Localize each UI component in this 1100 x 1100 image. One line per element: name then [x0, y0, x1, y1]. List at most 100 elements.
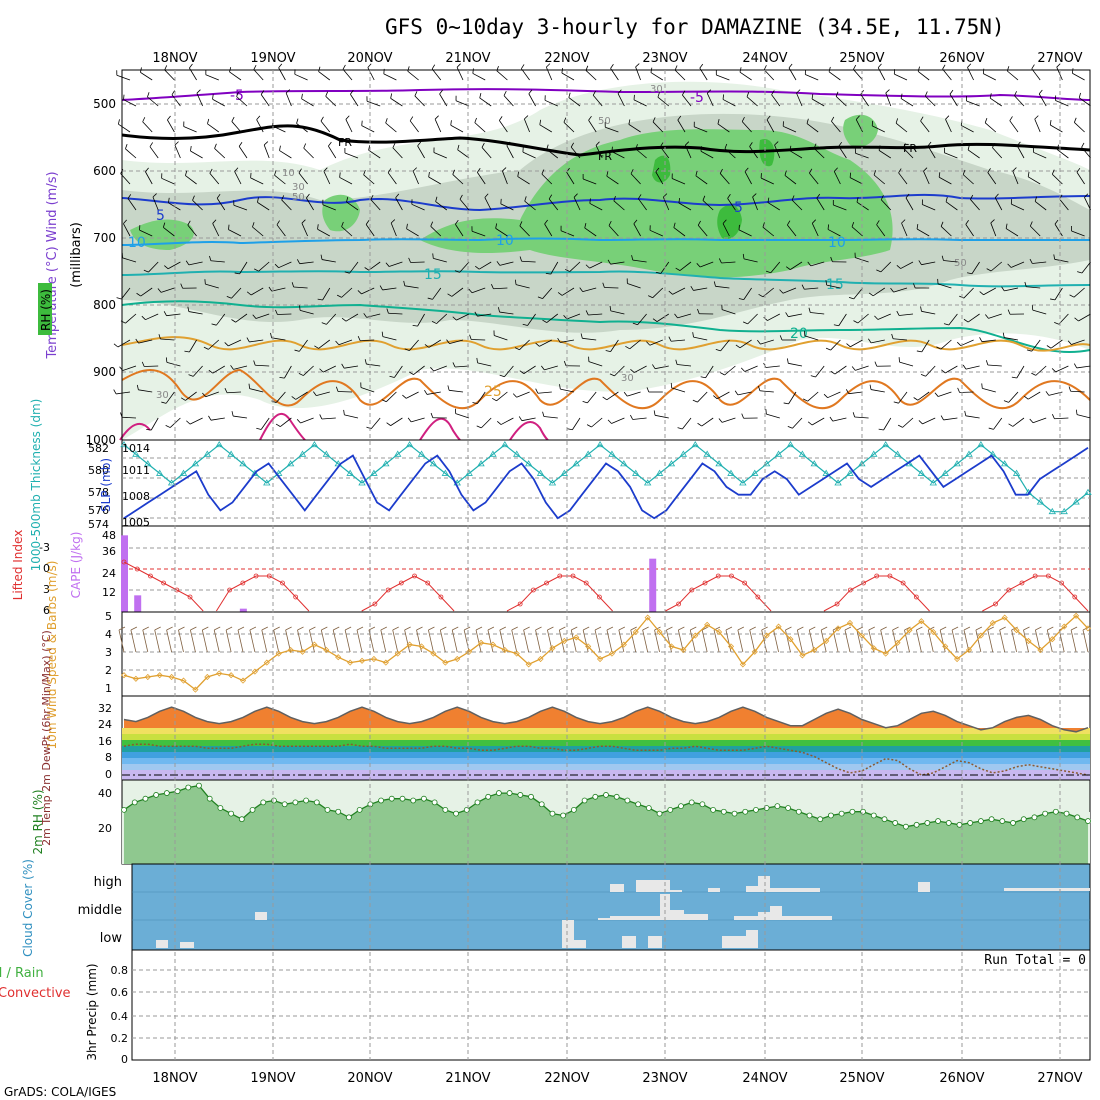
wind-barb	[827, 391, 841, 399]
wind-barb	[1032, 417, 1047, 424]
wind-barb-feather	[542, 411, 545, 417]
wind-barb	[744, 365, 758, 372]
wind-barb	[1079, 97, 1091, 107]
surface-wind-barb-feather	[416, 626, 423, 631]
wind-barb	[938, 391, 952, 397]
wind-speed-point	[704, 621, 711, 628]
wind-barb	[323, 365, 336, 373]
wind-barb	[588, 313, 603, 316]
cape-tick: 36	[102, 545, 116, 558]
wind-barb	[1076, 414, 1091, 419]
wind-barb	[739, 339, 752, 349]
wind-barb	[413, 365, 425, 375]
rh-panel	[121, 779, 1091, 865]
rh-point	[924, 820, 931, 826]
pressure-tick: 800	[93, 298, 116, 312]
rh-point	[945, 820, 952, 826]
wind-barb-feather	[357, 290, 362, 295]
wind-barb-feather	[224, 388, 228, 393]
wind-barb	[1052, 173, 1063, 185]
wind-barb	[899, 361, 914, 367]
surface-wind-barb-feather	[463, 626, 471, 631]
wind-barb	[323, 171, 331, 185]
wind-barb	[981, 339, 996, 343]
wind-barb-feather	[469, 334, 472, 340]
wind-barb	[971, 261, 980, 274]
wind-barb-feather	[941, 255, 944, 261]
wind-barb	[545, 66, 553, 81]
wind-barb-feather	[524, 115, 529, 120]
wind-barb	[872, 287, 886, 297]
wind-speed-point	[739, 661, 746, 668]
slp-line	[123, 447, 1089, 520]
surface-wind-barb-feather	[928, 626, 935, 631]
thickness-point	[441, 469, 450, 476]
lifted-index-point	[689, 587, 695, 593]
wind-barb-feather	[563, 315, 568, 320]
wind-barb	[493, 287, 508, 290]
wind-barb-feather	[187, 220, 191, 226]
wind-barb-feather	[1053, 254, 1056, 260]
wind-barb	[937, 283, 952, 289]
wind-barb-feather	[985, 360, 989, 366]
temp-band	[122, 734, 1090, 740]
wind-barb	[766, 413, 780, 419]
wind-barb	[655, 171, 664, 185]
bottom-date-label: 26NOV	[939, 1071, 984, 1086]
wind-barb-feather	[1034, 115, 1039, 120]
wind-barb	[983, 73, 996, 81]
wind-barb-feather	[278, 63, 283, 69]
thickness-point	[798, 450, 807, 457]
wind-barb	[341, 226, 353, 237]
thickness-point	[167, 479, 176, 486]
wind-speed-point	[156, 672, 163, 679]
rh-point	[238, 816, 245, 823]
temperature-line	[123, 706, 1089, 733]
wind-barb	[987, 364, 1002, 367]
lifted-index-point	[900, 580, 906, 586]
rh-contour-label: 50	[954, 258, 967, 269]
wind-barb-feather	[263, 141, 269, 146]
wind-barb-feather	[787, 220, 791, 226]
thickness-point	[834, 479, 842, 486]
wind-barb	[1055, 100, 1069, 107]
thickness-point	[941, 469, 949, 476]
surface-wind-barb	[190, 629, 196, 653]
wind-barb	[210, 260, 225, 263]
thickness-point	[584, 450, 592, 457]
cross-section-gridlines	[122, 103, 1090, 373]
wind-barb-feather	[545, 272, 551, 275]
wind-barb	[660, 146, 670, 159]
wind-barb-feather	[364, 359, 367, 365]
isotherm-label: -5	[690, 90, 704, 106]
wind-barb-feather	[796, 89, 801, 94]
wind-barb-feather	[962, 169, 966, 175]
wind-barb	[502, 170, 508, 185]
wind-barb-feather	[234, 272, 240, 275]
wind-barb-feather	[335, 340, 340, 346]
wind-barb-feather	[164, 65, 168, 71]
wind-barb	[192, 365, 203, 377]
wind-barb	[350, 94, 359, 107]
wind-barb-feather	[1001, 286, 1005, 292]
wind-barb	[300, 417, 314, 424]
wind-barb-feather	[386, 422, 391, 426]
wind-barb-feather	[521, 64, 525, 69]
wind-barb-feather	[336, 294, 342, 298]
wind-barb-feather	[317, 298, 323, 301]
wind-barb	[702, 200, 714, 211]
precip-ylabel: 3hr Precip (mm)	[85, 963, 99, 1060]
wind-barb	[815, 365, 825, 378]
wind-barb-feather	[563, 360, 567, 366]
wind-barb	[433, 365, 447, 372]
wind-barb	[788, 313, 803, 318]
wind-speed-point	[906, 627, 913, 634]
precip-tick: 0.4	[111, 1010, 129, 1023]
wind-barb-feather	[386, 308, 389, 314]
surface-wind-barb-feather	[380, 626, 388, 631]
wind-speed-point	[954, 655, 961, 663]
surface-wind-barb	[1070, 629, 1077, 653]
wind-barb	[346, 201, 359, 211]
rh-axis: 40 20 2m RH (%)	[31, 787, 112, 855]
wind-barb	[550, 261, 559, 275]
